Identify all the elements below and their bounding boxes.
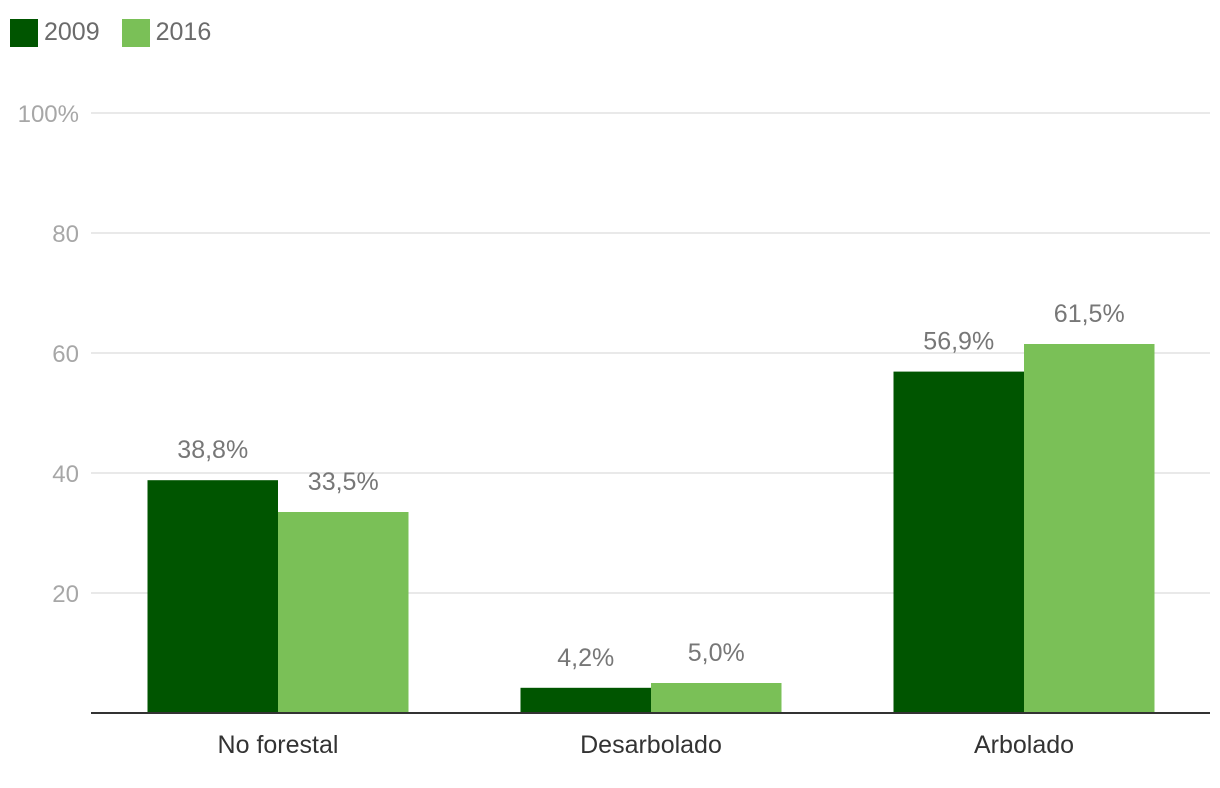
y-tick-label-60: 60	[52, 341, 79, 368]
legend-swatch-2016	[121, 18, 150, 47]
bar-2009-0	[147, 480, 278, 713]
legend-item-2016: 2016	[121, 18, 212, 47]
legend-item-2009: 2009	[10, 18, 100, 47]
data-label-2016-2: 61,5%	[1054, 300, 1125, 328]
y-tick-label-20: 20	[52, 581, 79, 608]
legend-label-2016: 2016	[155, 18, 212, 46]
y-tick-label-80: 80	[52, 221, 79, 248]
data-label-2016-1: 5,0%	[688, 639, 745, 667]
y-tick-label-100: 100%	[18, 101, 79, 128]
chart-legend: 2009 2016	[10, 18, 233, 47]
bar-2016-1	[651, 683, 782, 713]
bar-2016-0	[278, 512, 409, 713]
legend-label-2009: 2009	[44, 18, 100, 46]
bar-2009-1	[520, 687, 651, 713]
data-label-2016-0: 33,5%	[308, 468, 379, 496]
y-tick-label-40: 40	[52, 461, 79, 488]
legend-swatch-2009	[10, 18, 38, 47]
x-tick-label-2: Arbolado	[974, 731, 1074, 759]
data-label-2009-2: 56,9%	[923, 328, 994, 356]
data-label-2009-1: 4,2%	[557, 644, 614, 672]
bar-2016-2	[1024, 344, 1155, 713]
x-tick-label-0: No forestal	[218, 731, 339, 759]
bar-2009-2	[893, 371, 1024, 713]
data-label-2009-0: 38,8%	[177, 436, 248, 464]
x-tick-label-1: Desarbolado	[580, 731, 722, 759]
